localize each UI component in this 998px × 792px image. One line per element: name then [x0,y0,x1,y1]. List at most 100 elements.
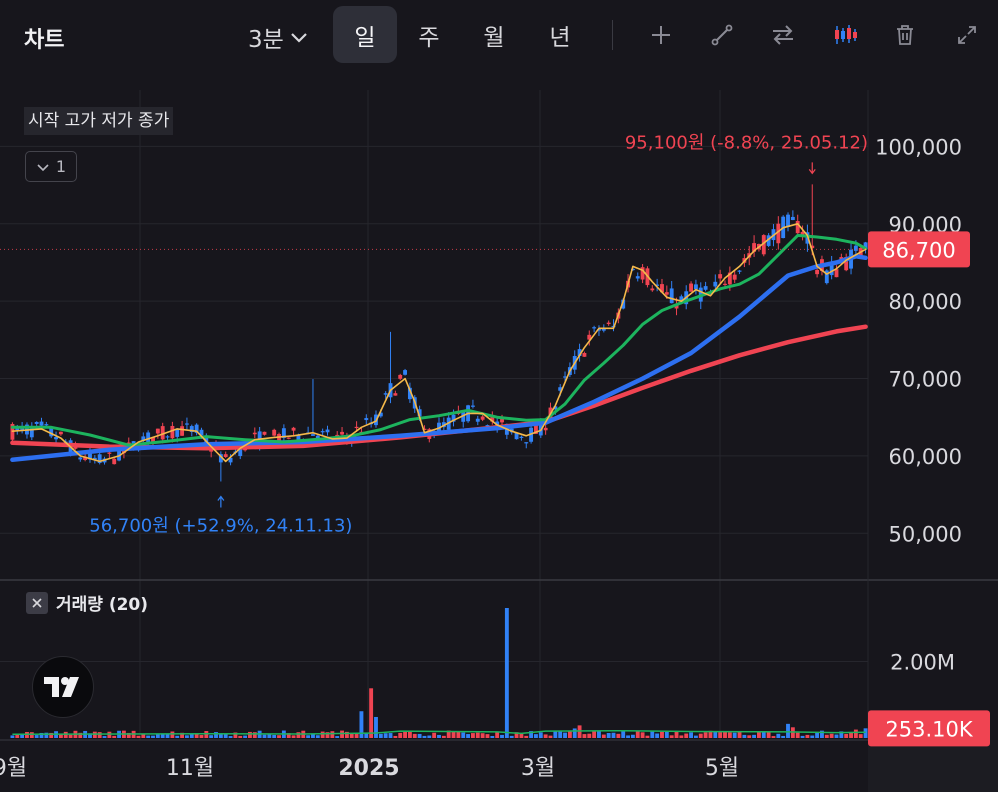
interval-select[interactable]: 3분 [248,20,310,54]
candle-body [703,286,708,290]
volume-bar [107,731,112,738]
axis-corner [868,740,998,792]
candle-body [786,214,790,227]
volume-bar [616,733,621,738]
volume-bar [63,731,68,738]
volume-bar [795,732,800,738]
candle-body [587,334,592,340]
swap-icon[interactable] [766,18,800,52]
volume-bar [824,734,829,738]
volume-bar [141,734,146,738]
volume-bar [853,729,858,738]
candle-body [689,283,694,292]
volume-bar [621,731,626,738]
candle-body [92,457,97,460]
volume-bar [214,732,218,738]
volume-bar [155,733,160,738]
candle-body [800,231,805,235]
volume-bar [29,732,34,738]
volume-bar [320,731,325,738]
volume-bar [538,732,543,738]
trendline-icon[interactable] [705,18,739,52]
volume-bar [223,733,228,738]
volume-bar [441,735,446,738]
candle-body [272,429,277,436]
tab-year[interactable]: 년 [549,24,571,51]
volume-bar [194,734,199,738]
candle-body [727,272,732,285]
volume-bar [311,733,315,738]
candle-body [538,421,543,436]
tab-day[interactable]: 일 [333,6,397,63]
trash-icon[interactable] [888,18,922,52]
volume-bar [209,735,214,738]
volume-bar [262,734,267,738]
expand-icon[interactable] [950,18,984,52]
candle-body [640,267,645,280]
volume-bar [761,731,766,738]
volume-label: 거래량 (20) [56,595,149,615]
candle-body [790,216,795,221]
candle-body [524,442,529,444]
volume-bar [286,733,291,738]
volume-bar [165,733,170,738]
volume-bar [756,731,761,738]
candle-body [664,292,669,295]
plus-icon[interactable] [644,18,678,52]
ma-short-line [11,223,867,463]
volume-bar [277,735,281,738]
candle-body [490,415,495,422]
close-icon[interactable] [26,591,48,614]
volume-bar [461,732,466,738]
volume-bar [330,731,335,738]
candle-body [660,284,664,293]
volume-bar [349,733,354,738]
candle-body [291,427,296,431]
volume-bar [146,735,151,738]
last-volume-label: 253.10K [885,717,973,741]
volume-bar [529,731,534,738]
volume-bar [597,731,601,738]
volume-bar [344,731,349,738]
volume-bar [306,735,311,738]
tab-week[interactable]: 주 [418,24,440,51]
candle-body [296,434,301,442]
volume-bar [374,716,378,738]
volume-bar [577,725,582,738]
volume-bar [708,730,713,738]
candle-body [621,299,626,309]
chart-title: 차트 [24,28,65,53]
candle-body [180,426,185,436]
volume-bar [267,733,272,738]
tradingview-logo-icon[interactable] [32,656,94,718]
volume-bar [335,736,340,738]
volume-bar [611,732,616,738]
candle-body [815,269,820,275]
tab-month[interactable]: 월 [483,24,505,51]
candle-body [597,329,601,331]
candles-icon[interactable] [828,18,862,52]
volume-bar [456,731,461,738]
candle-body [311,434,315,436]
interval-label: 3분 [248,27,284,53]
candle-body [49,427,54,437]
candle-body [669,288,674,304]
collapse-indicators-button[interactable]: 1 [25,151,77,182]
volume-bar [398,732,403,738]
volume-bar [679,735,684,738]
volume-bar [228,736,233,738]
volume-bar [238,735,243,738]
volume-bar [291,735,296,738]
volume-bar [829,733,834,738]
candle-body [422,428,427,430]
volume-bar [325,732,330,738]
volume-bar [451,731,456,738]
candle-body [320,431,325,433]
last-price-label: 86,700 [882,238,955,262]
y-tick-label: 100,000 [875,135,962,159]
candle-body [519,436,524,438]
candle-body [553,406,558,410]
volume-bar [34,735,39,738]
candle-body [824,270,829,284]
